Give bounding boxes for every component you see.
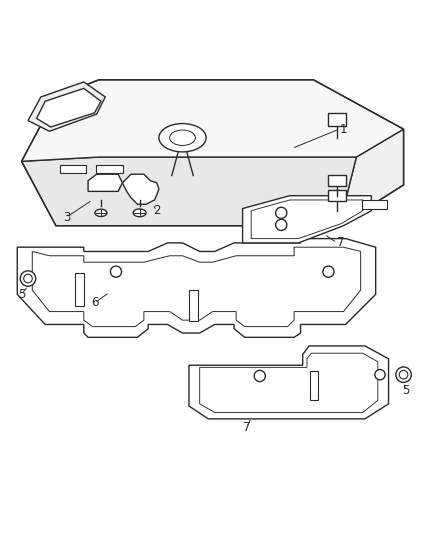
Circle shape <box>110 266 122 277</box>
FancyBboxPatch shape <box>328 175 346 186</box>
FancyBboxPatch shape <box>328 190 346 201</box>
FancyBboxPatch shape <box>60 165 86 173</box>
Circle shape <box>399 370 408 379</box>
Text: 6: 6 <box>91 296 98 310</box>
Polygon shape <box>36 88 101 127</box>
Polygon shape <box>200 353 378 413</box>
FancyBboxPatch shape <box>75 272 84 305</box>
Circle shape <box>254 370 265 382</box>
Ellipse shape <box>159 124 206 152</box>
Polygon shape <box>17 239 376 337</box>
Text: 5: 5 <box>18 288 25 301</box>
Polygon shape <box>251 200 363 239</box>
Circle shape <box>24 274 32 283</box>
Circle shape <box>20 271 36 286</box>
Ellipse shape <box>133 209 146 217</box>
Text: 7: 7 <box>243 421 251 434</box>
Circle shape <box>396 367 411 382</box>
Polygon shape <box>21 80 403 161</box>
Text: 1: 1 <box>339 123 347 135</box>
Polygon shape <box>123 174 159 204</box>
Ellipse shape <box>170 130 195 146</box>
Polygon shape <box>28 82 105 131</box>
FancyBboxPatch shape <box>328 113 346 126</box>
Polygon shape <box>32 247 360 327</box>
Circle shape <box>276 207 287 219</box>
Polygon shape <box>189 346 389 419</box>
Text: 5: 5 <box>402 384 410 398</box>
Polygon shape <box>21 157 357 225</box>
Text: 7: 7 <box>337 237 345 249</box>
Text: 3: 3 <box>63 211 71 224</box>
Ellipse shape <box>95 209 107 216</box>
FancyBboxPatch shape <box>310 372 318 400</box>
Polygon shape <box>339 129 403 225</box>
FancyBboxPatch shape <box>188 289 198 320</box>
Polygon shape <box>88 174 123 191</box>
FancyBboxPatch shape <box>362 200 387 209</box>
Circle shape <box>323 266 334 277</box>
Circle shape <box>276 219 287 230</box>
Polygon shape <box>243 196 371 243</box>
Circle shape <box>375 369 385 380</box>
Text: 2: 2 <box>153 204 160 217</box>
FancyBboxPatch shape <box>96 165 123 173</box>
